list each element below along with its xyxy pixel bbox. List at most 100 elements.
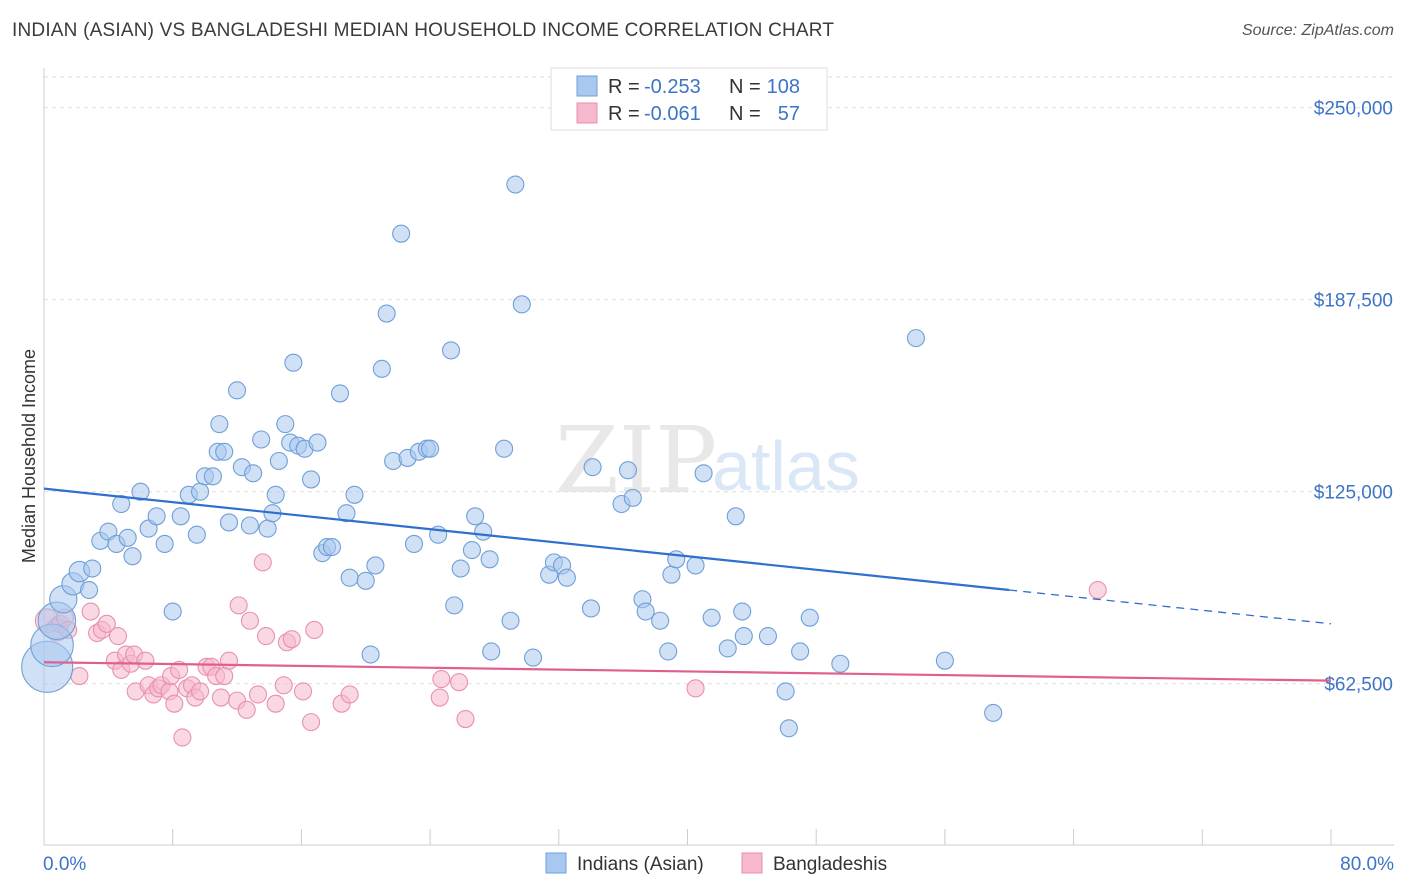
y-tick-label: $250,000 bbox=[1314, 99, 1393, 120]
bangladeshi-point bbox=[450, 673, 469, 692]
trend-lines bbox=[43, 487, 1332, 682]
indian-point bbox=[791, 642, 810, 661]
indian-points bbox=[21, 175, 1003, 738]
indian-point bbox=[662, 565, 681, 584]
indian-point bbox=[377, 304, 396, 323]
bangladeshi-point bbox=[108, 627, 128, 646]
indian-point bbox=[219, 513, 239, 532]
indian-point bbox=[284, 353, 303, 372]
indian-point bbox=[702, 608, 721, 627]
indian-point bbox=[118, 528, 137, 547]
indian-point bbox=[244, 464, 263, 483]
bangladeshi-point bbox=[136, 651, 155, 670]
indian-point bbox=[462, 541, 481, 560]
bangladeshi-point bbox=[456, 709, 475, 729]
legend-r-label-blue: R = bbox=[608, 76, 640, 98]
indian-point bbox=[340, 568, 359, 587]
indian-point bbox=[726, 507, 745, 526]
indian-point bbox=[258, 519, 277, 538]
legend-r-value-blue: -0.253 bbox=[644, 76, 701, 98]
indian-point bbox=[758, 627, 777, 646]
indian-point bbox=[131, 482, 150, 501]
bottom-legend-label-pink: Bangladeshis bbox=[773, 854, 887, 875]
legend-r-value-pink: -0.061 bbox=[644, 103, 701, 125]
bangladeshi-point bbox=[266, 694, 285, 713]
bottom-legend-label-blue: Indians (Asian) bbox=[577, 854, 704, 875]
indian-point bbox=[123, 547, 142, 566]
indian-point bbox=[779, 719, 798, 738]
bangladeshi-point bbox=[240, 611, 259, 630]
indian-point bbox=[187, 525, 206, 544]
indian-point bbox=[524, 648, 543, 667]
bangladeshi-point bbox=[1088, 580, 1107, 600]
y-tick-label: $187,500 bbox=[1314, 291, 1393, 312]
indian-point bbox=[984, 703, 1003, 722]
indian-point bbox=[421, 439, 440, 458]
bangladeshi-point bbox=[190, 682, 210, 701]
indian-point bbox=[155, 534, 174, 553]
bangladeshi-point bbox=[305, 620, 324, 640]
bangladeshi-point bbox=[219, 651, 239, 670]
legend-n-value-pink: 57 bbox=[778, 103, 800, 125]
indian-point bbox=[79, 580, 99, 600]
x-tick-label-max: 80.0% bbox=[1340, 854, 1394, 875]
legend-n-label-blue: N = bbox=[729, 76, 761, 98]
indian-point bbox=[659, 642, 678, 661]
indian-point bbox=[372, 359, 391, 378]
gridlines bbox=[44, 76, 1394, 685]
indian-point bbox=[356, 571, 375, 590]
bangladeshi-point bbox=[293, 682, 313, 701]
indian-point bbox=[451, 559, 470, 578]
bangladeshi-point bbox=[686, 679, 705, 698]
indian-point bbox=[800, 608, 819, 627]
indian-point bbox=[83, 559, 102, 578]
y-axis-label: Median Household Income bbox=[19, 349, 39, 563]
indian-point bbox=[480, 550, 499, 569]
legend-n-label-pink: N = bbox=[729, 103, 761, 125]
indian-point bbox=[441, 341, 461, 360]
source-label: Source: ZipAtlas.com bbox=[1241, 22, 1394, 39]
axes bbox=[43, 68, 1394, 846]
bangladeshi-trend-line bbox=[43, 661, 1332, 682]
bangladeshi-point bbox=[81, 602, 100, 621]
indian-point bbox=[366, 556, 385, 575]
bangladeshi-point bbox=[248, 685, 268, 704]
bangladeshi-point bbox=[432, 670, 451, 689]
indian-point bbox=[583, 458, 602, 477]
bangladeshi-point bbox=[170, 660, 189, 679]
indian-point bbox=[581, 599, 601, 618]
indian-point bbox=[330, 384, 350, 403]
indian-point bbox=[623, 488, 642, 507]
indian-point bbox=[733, 602, 752, 621]
series-legend: Indians (Asian) Bangladeshis bbox=[545, 852, 887, 875]
legend-r-label-pink: R = bbox=[608, 103, 640, 125]
indian-point bbox=[322, 537, 342, 557]
indian-point bbox=[482, 642, 501, 661]
bangladeshi-point bbox=[165, 694, 184, 713]
bangladeshi-point bbox=[340, 685, 359, 704]
bangladeshi-point bbox=[229, 596, 248, 615]
indian-point bbox=[474, 522, 493, 541]
legend-n-value-blue: 108 bbox=[767, 76, 800, 98]
indian-point bbox=[361, 645, 380, 664]
indian-point bbox=[512, 295, 531, 314]
bangladeshi-point bbox=[302, 713, 321, 732]
bangladeshi-point bbox=[70, 666, 89, 686]
bottom-legend-swatch-blue bbox=[545, 852, 567, 874]
indian-point bbox=[308, 433, 327, 452]
bangladeshi-point bbox=[237, 700, 256, 719]
bangladeshi-point bbox=[215, 666, 234, 686]
indian-point bbox=[392, 224, 411, 243]
indian-point bbox=[506, 175, 525, 194]
indian-point bbox=[266, 485, 285, 504]
indian-point bbox=[269, 451, 288, 471]
legend-swatch-blue bbox=[576, 75, 598, 97]
indian-point bbox=[445, 596, 464, 615]
indian-point bbox=[906, 329, 925, 348]
indian-point bbox=[466, 507, 485, 526]
y-tick-label: $62,500 bbox=[1324, 675, 1393, 696]
watermark-atlas: atlas bbox=[712, 427, 860, 505]
bangladeshi-point bbox=[97, 614, 116, 633]
bottom-legend-swatch-pink bbox=[741, 852, 763, 874]
